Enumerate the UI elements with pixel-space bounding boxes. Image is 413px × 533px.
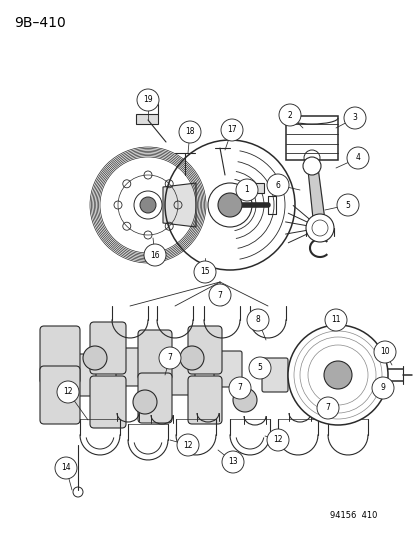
Text: 13: 13 (228, 457, 237, 466)
Text: 9B–410: 9B–410 (14, 16, 66, 30)
Text: 1: 1 (244, 185, 249, 195)
Text: 4: 4 (355, 154, 360, 163)
Text: 16: 16 (150, 251, 159, 260)
FancyBboxPatch shape (165, 355, 195, 395)
Text: 15: 15 (200, 268, 209, 277)
FancyBboxPatch shape (40, 326, 80, 384)
FancyBboxPatch shape (90, 322, 126, 374)
Circle shape (57, 381, 79, 403)
Text: 5: 5 (345, 200, 349, 209)
Text: 19: 19 (143, 95, 152, 104)
Circle shape (235, 179, 257, 201)
Text: 8: 8 (255, 316, 260, 325)
Circle shape (55, 457, 77, 479)
Polygon shape (163, 183, 195, 227)
FancyBboxPatch shape (138, 330, 171, 380)
Text: 7: 7 (167, 353, 172, 362)
Circle shape (233, 388, 256, 412)
FancyBboxPatch shape (188, 376, 221, 424)
FancyBboxPatch shape (240, 183, 263, 193)
FancyBboxPatch shape (285, 116, 337, 160)
FancyBboxPatch shape (138, 373, 171, 423)
Circle shape (248, 357, 271, 379)
FancyBboxPatch shape (116, 348, 144, 386)
Circle shape (221, 451, 243, 473)
Text: 14: 14 (61, 464, 71, 472)
Circle shape (247, 309, 268, 331)
Circle shape (302, 157, 320, 175)
Text: 5: 5 (257, 364, 262, 373)
Circle shape (228, 377, 250, 399)
Circle shape (218, 193, 242, 217)
Circle shape (346, 147, 368, 169)
FancyBboxPatch shape (64, 354, 96, 396)
Circle shape (194, 261, 216, 283)
Circle shape (266, 174, 288, 196)
Text: 2: 2 (287, 110, 292, 119)
Circle shape (133, 390, 157, 414)
FancyBboxPatch shape (40, 366, 80, 424)
Circle shape (343, 107, 365, 129)
Circle shape (316, 397, 338, 419)
Circle shape (178, 121, 201, 143)
FancyBboxPatch shape (188, 326, 221, 374)
Circle shape (180, 346, 204, 370)
Circle shape (373, 341, 395, 363)
Text: 7: 7 (217, 290, 222, 300)
Circle shape (287, 325, 387, 425)
Text: 3: 3 (352, 114, 356, 123)
Circle shape (140, 197, 156, 213)
Text: 12: 12 (63, 387, 73, 397)
Text: 10: 10 (379, 348, 389, 357)
Circle shape (83, 346, 107, 370)
Text: 9: 9 (380, 384, 385, 392)
Circle shape (137, 89, 159, 111)
Circle shape (278, 104, 300, 126)
FancyBboxPatch shape (261, 358, 287, 392)
Text: 6: 6 (275, 181, 280, 190)
Circle shape (177, 434, 199, 456)
FancyBboxPatch shape (136, 114, 158, 124)
FancyBboxPatch shape (214, 351, 242, 387)
Circle shape (324, 309, 346, 331)
Circle shape (159, 347, 180, 369)
Circle shape (266, 429, 288, 451)
Circle shape (336, 194, 358, 216)
Text: 94156  410: 94156 410 (329, 511, 377, 520)
Circle shape (209, 284, 230, 306)
Circle shape (221, 119, 242, 141)
Text: 7: 7 (325, 403, 330, 413)
Circle shape (323, 361, 351, 389)
Circle shape (144, 244, 166, 266)
FancyBboxPatch shape (302, 354, 326, 386)
Circle shape (305, 214, 333, 242)
Text: 17: 17 (227, 125, 236, 134)
Text: 7: 7 (237, 384, 242, 392)
Text: 12: 12 (273, 435, 282, 445)
Polygon shape (306, 160, 325, 228)
Text: 12: 12 (183, 440, 192, 449)
FancyBboxPatch shape (90, 376, 126, 428)
Circle shape (371, 377, 393, 399)
Text: 11: 11 (330, 316, 340, 325)
Text: 18: 18 (185, 127, 194, 136)
